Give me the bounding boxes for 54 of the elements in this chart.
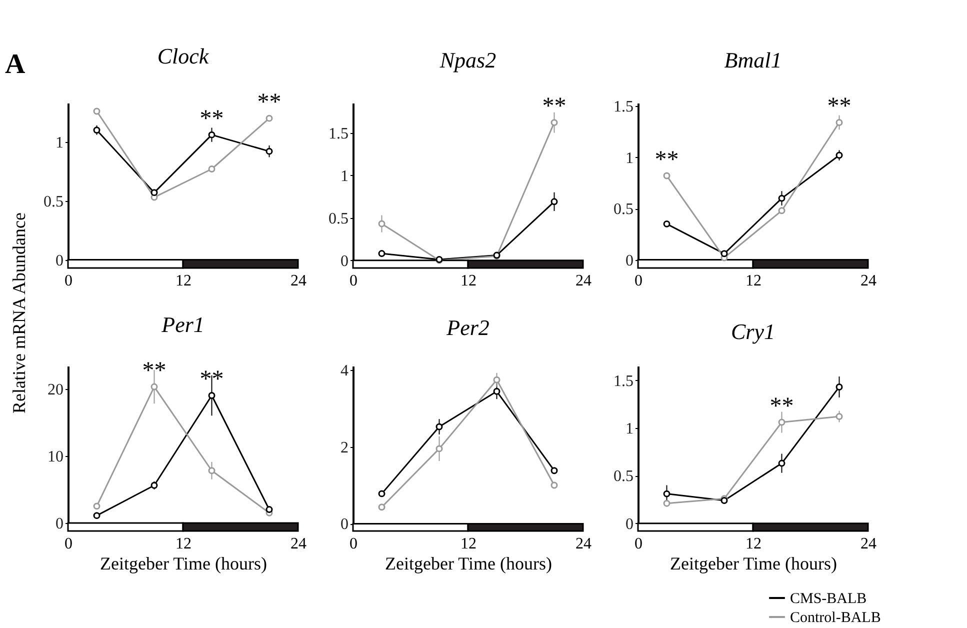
- chart-title: Npas2: [438, 48, 496, 73]
- legend-label: Control-BALB: [790, 610, 881, 626]
- x-tick-label: 24: [860, 536, 876, 552]
- x-tick-label: 12: [176, 272, 192, 290]
- y-tick-label: 0: [56, 515, 64, 532]
- y-tick-label: 1.5: [614, 372, 634, 390]
- chart-title: Cry1: [731, 319, 775, 344]
- y-tick-label: 2: [340, 439, 348, 456]
- x-axis-title: Zeitgeber Time (hours): [385, 554, 552, 574]
- y-tick-label: 20: [48, 381, 64, 398]
- y-tick-label: 1: [626, 420, 634, 438]
- y-tick-label: 0.5: [614, 201, 634, 218]
- y-tick-label: 0: [56, 252, 64, 270]
- x-tick-label: 12: [460, 272, 476, 290]
- annotation: **: [142, 358, 166, 384]
- chart-title: Clock: [157, 43, 210, 68]
- annotation: **: [200, 366, 224, 393]
- y-tick-label: 1.5: [614, 98, 634, 116]
- text: A: [5, 49, 26, 80]
- annotation: **: [542, 94, 566, 120]
- y-tick-label: 1: [340, 168, 348, 185]
- x-axis-title: Zeitgeber Time (hours): [670, 554, 837, 574]
- x-tick-label: 12: [460, 536, 476, 552]
- chart-title: Per2: [446, 314, 490, 340]
- y-tick-label: 1: [56, 134, 64, 152]
- chart-title: Bmal1: [724, 47, 782, 72]
- y-tick-label: 0.5: [44, 193, 64, 210]
- y-tick-label: 0.5: [614, 468, 634, 486]
- annotation: **: [827, 93, 852, 120]
- annotation: **: [654, 146, 679, 173]
- y-tick-label: 0: [626, 516, 634, 533]
- chart-title: Per1: [160, 312, 204, 337]
- y-tick-label: 4: [340, 362, 348, 380]
- legend-label: CMS-BALB: [790, 591, 867, 607]
- x-tick-label: 24: [576, 536, 592, 552]
- annotation: **: [257, 89, 282, 116]
- y-tick-label: 0: [340, 516, 348, 534]
- y-tick-label: 1: [626, 150, 634, 167]
- x-tick-label: 12: [746, 536, 762, 552]
- x-tick-label: 12: [176, 536, 192, 552]
- y-tick-label: 10: [48, 448, 64, 466]
- x-tick-label: 24: [576, 272, 592, 290]
- y-tick-label: 0: [626, 252, 634, 270]
- annotation: **: [770, 393, 794, 420]
- annotation: **: [200, 106, 224, 132]
- x-tick-label: 24: [290, 536, 306, 552]
- y-tick-label: 0.5: [328, 210, 348, 228]
- x-axis-title: Zeitgeber Time (hours): [100, 554, 267, 574]
- y-tick-label: 1.5: [328, 125, 348, 142]
- y-tick-label: 0: [340, 252, 348, 270]
- x-tick-label: 24: [290, 272, 306, 290]
- y-axis-title: Relative mRNA Abundance: [9, 212, 29, 414]
- x-tick-label: 12: [746, 272, 762, 290]
- x-tick-label: 24: [860, 272, 876, 290]
